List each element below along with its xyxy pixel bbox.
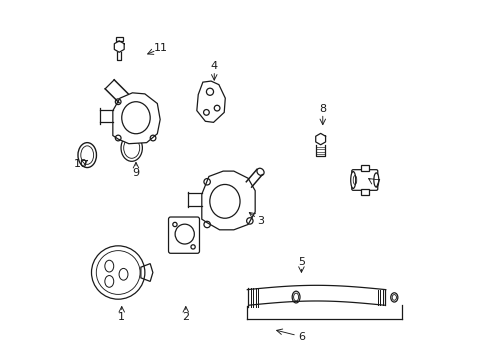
Bar — [116, 37, 122, 41]
Polygon shape — [202, 171, 255, 230]
Text: 6: 6 — [297, 332, 305, 342]
Text: 10: 10 — [74, 159, 88, 169]
Text: 9: 9 — [132, 168, 139, 178]
Text: 3: 3 — [257, 216, 264, 226]
Text: 7: 7 — [372, 179, 379, 189]
Polygon shape — [196, 81, 225, 122]
Text: 4: 4 — [210, 61, 217, 71]
Text: 8: 8 — [319, 104, 325, 114]
Polygon shape — [114, 41, 124, 52]
Polygon shape — [360, 165, 368, 171]
Text: 5: 5 — [297, 257, 305, 267]
Text: 1: 1 — [118, 312, 125, 322]
Polygon shape — [315, 134, 325, 145]
Ellipse shape — [373, 173, 378, 187]
Ellipse shape — [350, 172, 355, 188]
Polygon shape — [360, 189, 368, 195]
FancyBboxPatch shape — [351, 170, 377, 190]
Text: 11: 11 — [154, 43, 167, 53]
Text: 2: 2 — [182, 312, 189, 322]
Polygon shape — [113, 93, 160, 144]
